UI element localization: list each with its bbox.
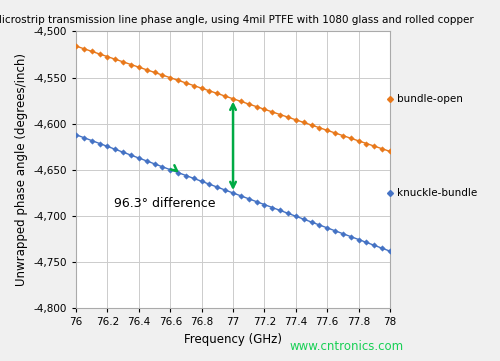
- Title: Microstrip transmission line phase angle, using 4mil PTFE with 1080 glass and ro: Microstrip transmission line phase angle…: [0, 15, 474, 25]
- Text: bundle-open: bundle-open: [397, 94, 463, 104]
- Text: www.cntronics.com: www.cntronics.com: [290, 340, 404, 353]
- Y-axis label: Unwrapped phase angle (degrees/inch): Unwrapped phase angle (degrees/inch): [15, 53, 28, 286]
- Text: 96.3° difference: 96.3° difference: [114, 197, 216, 210]
- Text: knuckle-bundle: knuckle-bundle: [397, 188, 477, 198]
- X-axis label: Frequency (GHz): Frequency (GHz): [184, 333, 282, 346]
